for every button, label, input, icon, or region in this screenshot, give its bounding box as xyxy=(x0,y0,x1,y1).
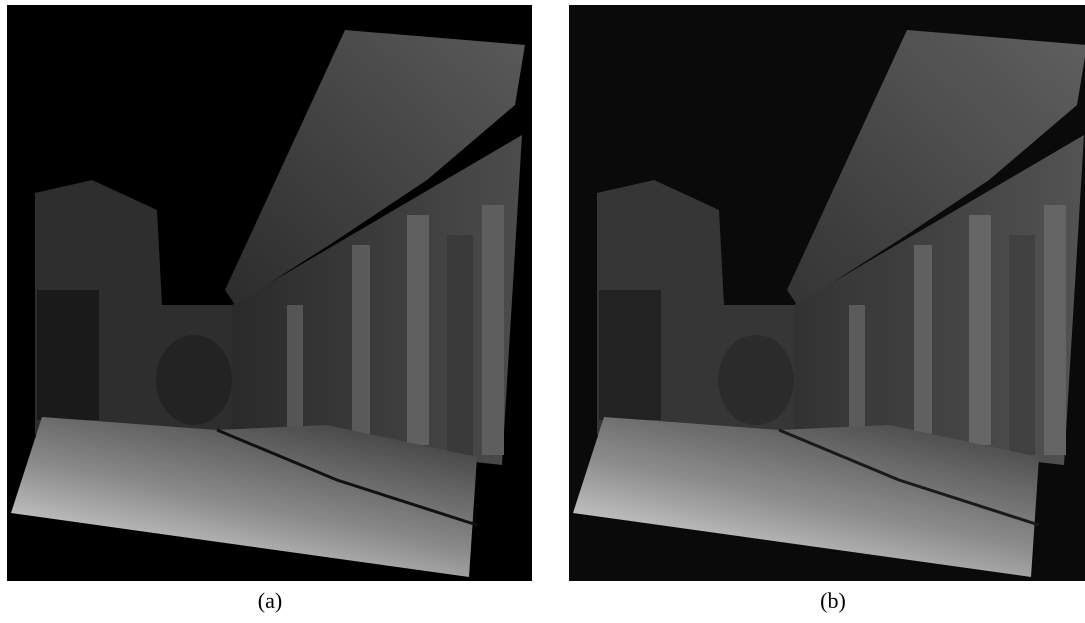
figure: (a) (b) xyxy=(0,0,1085,618)
caption: (b) xyxy=(820,588,846,613)
page: (a) (b) (() => { const data = JSON.parse… xyxy=(0,0,1085,618)
depth-map-b xyxy=(569,5,1085,581)
caption: (a) xyxy=(258,588,282,613)
depth-map-a xyxy=(7,5,532,581)
